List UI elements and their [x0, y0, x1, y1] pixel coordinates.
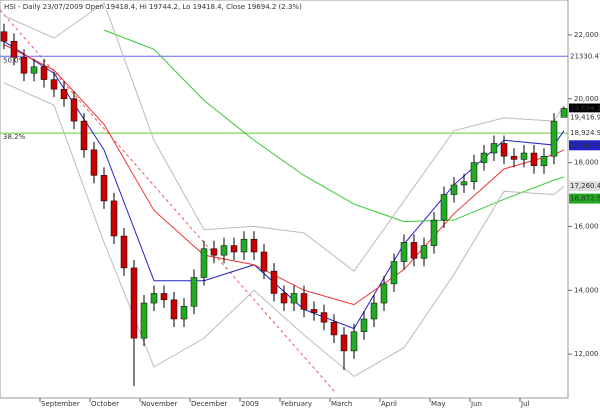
- candle-body: [460, 181, 468, 186]
- candle-body: [410, 242, 418, 259]
- candle-body: [240, 238, 248, 253]
- candle-body: [290, 293, 298, 304]
- candle-body: [300, 293, 308, 310]
- candle-body: [220, 245, 228, 256]
- candle-body: [130, 267, 138, 339]
- price-label-box: [569, 51, 600, 62]
- chart-title: HSI - Daily 23/07/2009 Open 19418.4, Hi …: [4, 3, 302, 11]
- candle-body: [510, 155, 518, 160]
- candle-body: [50, 79, 58, 90]
- candle-body: [480, 152, 488, 163]
- price-label-box: [569, 181, 600, 192]
- candle-body: [350, 331, 358, 352]
- x-tick-label: September: [41, 400, 80, 408]
- price-label: 17,260.4: [570, 182, 600, 190]
- candle-body: [250, 238, 258, 253]
- candle-body: [540, 155, 548, 167]
- candle-body: [190, 277, 198, 307]
- candle-body: [470, 162, 478, 182]
- candle-body: [180, 305, 188, 320]
- candle-body: [550, 120, 558, 157]
- candle-body: [500, 143, 508, 157]
- candle-body: [120, 235, 128, 269]
- y-tick-label: 12,000: [574, 350, 599, 358]
- plot-frame: [0, 0, 569, 399]
- candle-body: [450, 184, 458, 195]
- candle-body: [10, 41, 18, 58]
- candle-body: [530, 152, 538, 167]
- candle-body: [0, 31, 8, 42]
- candle-body: [340, 334, 348, 352]
- candle-body: [440, 194, 448, 221]
- candle-body: [170, 299, 178, 320]
- x-tick-label: February: [281, 400, 312, 408]
- candle-body: [270, 270, 278, 294]
- candle-body: [110, 200, 118, 237]
- indicator-line: [3, 2, 565, 272]
- x-tick-label: March: [331, 400, 352, 408]
- x-tick-label: October: [91, 400, 119, 408]
- candle-body: [100, 175, 108, 202]
- price-label: 21330.4773: [570, 52, 600, 60]
- y-tick-label: 18,000: [574, 159, 599, 167]
- y-tick-label: 20,000: [574, 95, 599, 103]
- price-label-box: [569, 140, 600, 151]
- candle-body: [390, 261, 398, 285]
- candle-body: [70, 98, 78, 122]
- x-tick-label: Jun: [470, 400, 482, 408]
- candle-body: [330, 321, 338, 336]
- candle-body: [80, 120, 88, 151]
- indicator-line: [103, 29, 565, 223]
- candle-body: [360, 318, 368, 333]
- candle-body: [150, 293, 158, 304]
- candle-body: [370, 302, 378, 320]
- price-label: 18,924.9756: [570, 129, 600, 137]
- candle-body: [280, 293, 288, 304]
- price-label-box: [569, 112, 600, 123]
- x-tick-label: December: [191, 400, 227, 408]
- candle-body: [20, 57, 28, 74]
- price-label: 19,416.9: [570, 113, 600, 121]
- x-tick-label: November: [141, 400, 178, 408]
- x-tick-label: May: [431, 400, 445, 408]
- candle-body: [90, 149, 98, 176]
- candle-body: [140, 302, 148, 339]
- candle-body: [380, 283, 388, 304]
- candle-body: [310, 309, 318, 313]
- y-tick-label: 16,000: [574, 222, 599, 230]
- price-label-box: [569, 128, 600, 139]
- candle-body: [30, 66, 38, 74]
- price-label-box: [569, 193, 600, 204]
- candle-body: [320, 312, 328, 323]
- candle-body: [210, 248, 218, 256]
- y-tick-label: 22,000: [574, 31, 599, 39]
- price-label: 16,872.5: [570, 195, 600, 203]
- candle-body: [160, 293, 168, 301]
- indicator-line: [3, 82, 565, 378]
- trend-line: [0, 9, 336, 393]
- candle-body: [490, 143, 498, 154]
- candle-body: [520, 152, 528, 160]
- price-label-box: [569, 103, 600, 114]
- candle-body: [560, 108, 568, 118]
- candle-body: [40, 66, 48, 80]
- candle-body: [400, 242, 408, 262]
- y-tick-label: 14,000: [574, 286, 599, 294]
- x-tick-label: Jul: [520, 400, 530, 408]
- candle-body: [260, 251, 268, 272]
- candle-body: [60, 88, 68, 100]
- level-label: 38.2%: [3, 133, 26, 141]
- x-tick-label: 2009: [241, 400, 259, 408]
- price-label: 19,694.2: [570, 105, 600, 113]
- candle-body: [230, 245, 238, 253]
- price-label: 18,542.2: [570, 141, 600, 149]
- candle-body: [420, 245, 428, 259]
- x-tick-label: April: [381, 400, 397, 408]
- candle-body: [200, 248, 208, 278]
- candle-body: [430, 219, 438, 246]
